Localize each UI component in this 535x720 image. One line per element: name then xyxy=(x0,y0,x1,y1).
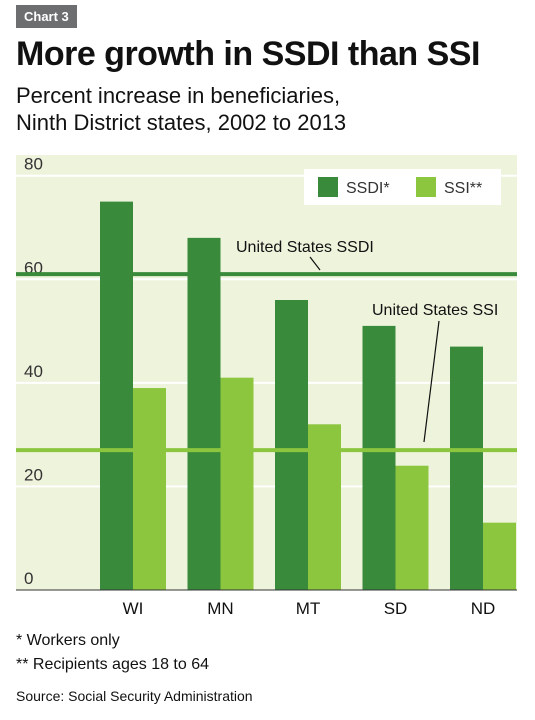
legend-swatch xyxy=(416,177,436,197)
reference-line-label: United States SSI xyxy=(372,302,498,319)
legend: SSDI* SSI** xyxy=(304,169,501,205)
reference-line-label: United States SSDI xyxy=(236,239,374,256)
subtitle-line-2: Ninth District states, 2002 to 2013 xyxy=(16,110,347,135)
bar-ssi-nd xyxy=(483,522,516,590)
chart-subtitle: Percent increase in beneficiaries, Ninth… xyxy=(16,82,516,136)
reference-lines: United States SSDI United States SSI xyxy=(16,239,517,453)
x-tick-label: SD xyxy=(384,599,408,618)
bar-ssi-sd xyxy=(395,465,429,590)
bars xyxy=(100,201,516,590)
x-tick-label: ND xyxy=(471,599,496,618)
footnote-ssi: ** Recipients ages 18 to 64 xyxy=(16,656,210,673)
footnote-ssdi: * Workers only xyxy=(16,632,120,649)
bar-ssi-wi xyxy=(133,388,166,590)
callout-leader-line xyxy=(309,256,321,271)
legend-label: SSI** xyxy=(444,180,482,197)
bar-ssdi-mn xyxy=(187,237,221,590)
chart-title: More growth in SSDI than SSI xyxy=(16,35,480,73)
x-tick-label: WI xyxy=(123,599,144,618)
chart-number-tag: Chart 3 xyxy=(16,5,77,28)
bar-ssdi-wi xyxy=(100,201,133,590)
bar-ssdi-mt xyxy=(275,300,308,590)
subtitle-line-1: Percent increase in beneficiaries, xyxy=(16,83,341,108)
y-tick-label: 40 xyxy=(24,362,43,381)
callout-leader-line xyxy=(423,320,440,443)
x-axis-labels: WI MN MT SD ND xyxy=(123,599,496,618)
y-tick-label: 80 xyxy=(24,155,43,174)
y-tick-label: 20 xyxy=(24,465,43,484)
legend-label: SSDI* xyxy=(346,180,390,197)
plot-background xyxy=(16,155,517,590)
x-tick-label: MT xyxy=(296,599,321,618)
bar-ssdi-sd xyxy=(362,325,396,590)
x-tick-label: MN xyxy=(207,599,233,618)
bar-ssdi-nd xyxy=(450,346,483,590)
source-note: Source: Social Security Administration xyxy=(16,688,253,704)
bar-ssi-mn xyxy=(220,377,254,590)
y-tick-label: 0 xyxy=(24,569,33,588)
legend-swatch xyxy=(318,177,338,197)
